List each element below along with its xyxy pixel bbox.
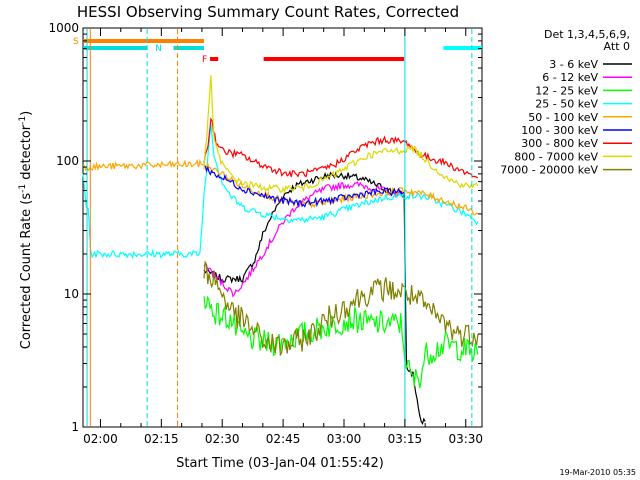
legend-label: 12 - 25 keV: [535, 84, 598, 97]
plot-frame: [82, 27, 483, 428]
y-tick-label: 100: [56, 154, 79, 168]
legend-header: Det 1,3,4,5,6,9,: [544, 28, 630, 41]
series-line: [203, 165, 405, 208]
y-axis-label: Corrected Count Rate (s-1 detector-1): [18, 111, 34, 349]
legend-label: 50 - 100 keV: [528, 111, 598, 124]
legend-label: 300 - 800 keV: [521, 137, 598, 150]
x-tick-label: 02:30: [205, 432, 240, 446]
series-line: [203, 171, 426, 426]
legend-label: 6 - 12 keV: [542, 71, 598, 84]
legend-label: 800 - 7000 keV: [514, 150, 598, 163]
x-tick-label: 03:15: [388, 432, 423, 446]
series-line: [203, 260, 479, 356]
x-axis: 02:00 02:15 02:30 02:45 03:00 03:15 03:30: [83, 28, 483, 446]
series-layer: [82, 75, 479, 426]
x-tick-label: 03:30: [448, 432, 483, 446]
state-bars: S N F: [73, 37, 482, 65]
y-axis: 1 10 100 1000: [48, 21, 482, 434]
series-line: [203, 75, 479, 195]
legend-label: 25 - 50 keV: [535, 98, 598, 111]
series-line: [203, 295, 479, 389]
series-line: [82, 123, 479, 260]
legend-label: 7000 - 20000 keV: [500, 164, 598, 177]
state-bar-label: F: [202, 55, 207, 65]
vline-layer: [86, 29, 473, 426]
x-tick-label: 03:00: [327, 432, 362, 446]
x-axis-label: Start Time (03-Jan-04 01:55:42): [176, 456, 384, 471]
state-bar-label: S: [73, 37, 79, 47]
series-line: [203, 117, 479, 179]
legend-header-att: Att 0: [604, 40, 630, 53]
y-tick-label: 1000: [48, 21, 79, 35]
chart-title: HESSI Observing Summary Count Rates, Cor…: [77, 3, 459, 21]
series-line: [203, 181, 405, 298]
x-tick-label: 02:00: [83, 432, 118, 446]
footer-timestamp: 19-Mar-2010 05:35: [560, 468, 637, 477]
legend-label: 3 - 6 keV: [549, 58, 598, 71]
x-tick-label: 02:45: [266, 432, 301, 446]
state-bar-label: N: [155, 44, 162, 54]
y-tick-label: 1: [71, 420, 79, 434]
series-line: [82, 158, 479, 216]
legend-label: 100 - 300 keV: [521, 124, 598, 137]
y-tick-label: 10: [64, 287, 79, 301]
x-tick-label: 02:15: [144, 432, 179, 446]
